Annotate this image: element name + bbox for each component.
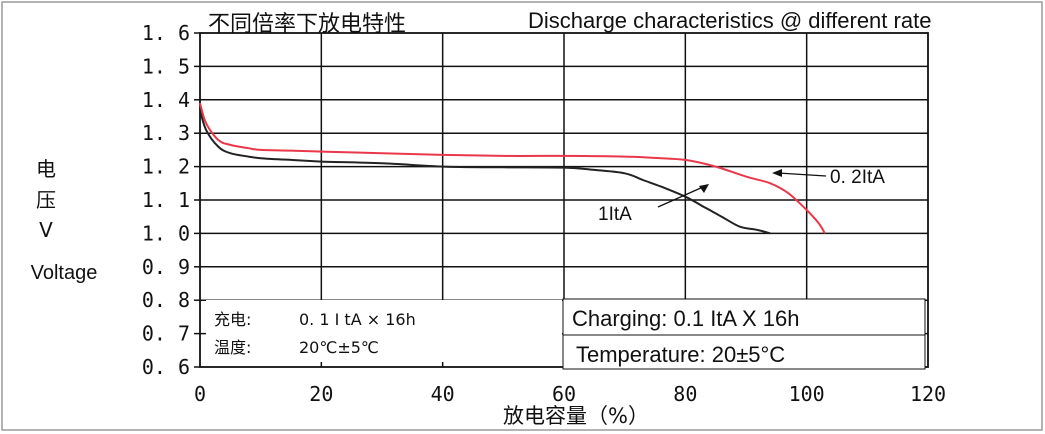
series-label-02ItA: 0. 2ItA [830,167,885,188]
charge-cn-value: 0. 1 I tA × 16h [299,310,416,329]
y-tick-label: 1. 3 [142,121,190,145]
charge-note-en-box [562,298,926,370]
series-layer [199,102,826,235]
label-arrowhead-1ItA [699,184,709,193]
charge-en: Charging: 0.1 ItA X 16h [572,306,800,331]
label-arrow-02ItA [777,172,827,177]
tick-layer: 0. 6 0. 7 0. 8 0. 9 1. 0 1. 1 1. 2 1. 3 1. 4 1. 5… [142,21,946,406]
chart-title-en: Discharge characteristics @ different ra… [528,8,931,33]
x-tick-label: 40 [431,382,455,406]
y-tick-label: 0. 8 [142,288,190,312]
ylabel-cn-2: 压 [36,188,56,212]
xlabel: 放电容量（%） [503,404,649,428]
y-tick-label: 1. 6 [142,21,190,45]
x-tick-label: 120 [910,382,946,406]
y-tick-label: 1. 2 [142,155,190,179]
x-tick-label: 60 [552,382,576,406]
ylabel-en: Voltage [31,262,98,284]
ylabel-unit: V [39,218,53,242]
ylabel-cn-1: 电 [36,157,56,181]
temp-en: Temperature: 20±5°C [576,342,785,367]
series-line-1ItA [199,109,771,235]
y-tick-label: 1. 5 [142,54,190,78]
y-tick-label: 0. 9 [142,255,190,279]
x-tick-label: 100 [789,382,825,406]
y-tick-label: 1. 4 [142,88,190,112]
temp-cn-value: 20℃±5℃ [299,338,379,357]
series-line-02ItA [199,102,826,234]
temp-cn-label: 温度: [214,338,251,357]
y-tick-label: 0. 7 [142,322,190,346]
charge-cn-label: 充电: [214,310,251,329]
label-arrow-1ItA [657,186,704,208]
charge-note-cn-box [206,300,562,362]
x-tick-label: 80 [673,382,697,406]
y-tick-label: 0. 6 [142,355,190,379]
y-tick-label: 1. 0 [142,221,190,245]
label-arrowhead-02ItA [772,169,782,177]
x-tick-label: 20 [309,382,333,406]
y-tick-label: 1. 1 [142,188,190,212]
x-tick-label: 0 [194,382,206,406]
series-label-1ItA: 1ItA [598,204,632,225]
